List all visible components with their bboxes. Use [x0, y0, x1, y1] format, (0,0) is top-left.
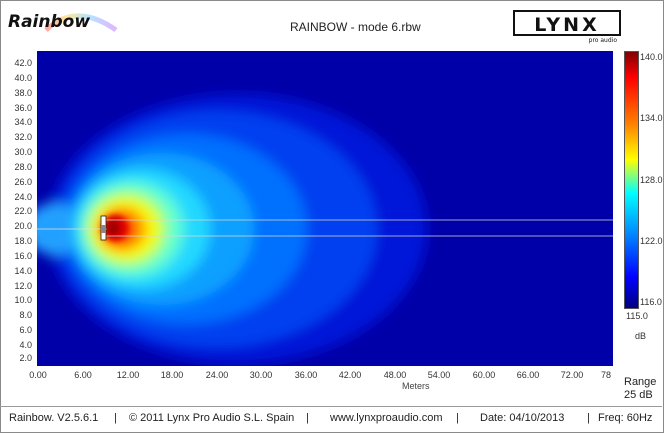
y-tick: 4.0	[19, 340, 32, 350]
x-tick: 0.00	[29, 370, 47, 380]
status-bar	[0, 406, 664, 433]
range-label: Range	[624, 376, 657, 388]
y-tick: 8.0	[19, 310, 32, 320]
y-tick: 10.0	[14, 295, 32, 305]
status-separator: |	[587, 412, 590, 424]
range-indicator: Range 25 dB	[624, 376, 656, 402]
y-tick: 26.0	[14, 177, 32, 187]
svg-text:LYNX: LYNX	[534, 14, 599, 36]
y-tick: 30.0	[14, 147, 32, 157]
y-tick: 38.0	[14, 88, 32, 98]
y-tick: 34.0	[14, 117, 32, 127]
y-tick: 20.0	[14, 221, 32, 231]
y-tick: 16.0	[14, 251, 32, 261]
x-tick: 48.00	[383, 370, 407, 380]
status-date: Date: 04/10/2013	[480, 412, 565, 424]
spl-heatmap[interactable]	[37, 51, 613, 366]
y-tick: 6.0	[19, 325, 32, 335]
status-frequency: Freq: 60Hz	[598, 412, 653, 424]
color-scale-unit: dB	[635, 331, 647, 341]
x-tick: 72.00	[560, 370, 584, 380]
color-scale-tick: 134.0	[640, 113, 663, 123]
x-tick: 12.00	[116, 370, 140, 380]
y-tick: 2.0	[19, 353, 32, 363]
y-tick: 36.0	[14, 103, 32, 113]
x-tick: 78	[600, 370, 611, 380]
x-tick: 60.00	[472, 370, 496, 380]
y-tick: 12.0	[14, 281, 32, 291]
rainbow-logo-icon: Rainbow	[8, 12, 118, 33]
status-version: Rainbow. V2.5.6.1	[9, 412, 99, 424]
color-scale-bar	[624, 51, 639, 309]
speaker-array-center	[101, 225, 106, 233]
x-tick: 54.00	[427, 370, 451, 380]
y-tick: 32.0	[14, 132, 32, 142]
x-tick: 30.00	[249, 370, 273, 380]
y-tick: 18.0	[14, 236, 32, 246]
document-title: RAINBOW - mode 6.rbw	[290, 20, 421, 34]
y-tick: 14.0	[14, 266, 32, 276]
status-separator: |	[306, 412, 309, 424]
status-website[interactable]: www.lynxproaudio.com	[330, 412, 443, 424]
x-tick: 18.00	[160, 370, 184, 380]
status-copyright: © 2011 Lynx Pro Audio S.L. Spain	[129, 412, 295, 424]
x-tick: 66.00	[516, 370, 540, 380]
status-separator: |	[114, 412, 117, 424]
x-tick: 36.00	[294, 370, 318, 380]
lynx-logo-icon: LYNX pro audio	[513, 10, 621, 44]
y-tick: 42.0	[14, 58, 32, 68]
color-scale-tick: 128.0	[640, 175, 663, 185]
svg-text:pro audio: pro audio	[589, 37, 618, 44]
x-tick: 6.00	[74, 370, 92, 380]
x-tick: 24.00	[205, 370, 229, 380]
range-value: 25 dB	[624, 389, 653, 401]
color-scale-tick: 122.0	[640, 236, 663, 246]
x-axis-label: Meters	[402, 381, 430, 391]
color-scale-min: 115.0	[626, 311, 648, 321]
y-tick: 24.0	[14, 192, 32, 202]
y-tick: 28.0	[14, 162, 32, 172]
y-tick: 22.0	[14, 206, 32, 216]
svg-text:Rainbow: Rainbow	[8, 12, 90, 32]
y-tick: 40.0	[14, 73, 32, 83]
color-scale-tick: 140.0	[640, 52, 663, 62]
color-scale-tick: 116.0	[640, 297, 662, 307]
x-tick: 42.00	[338, 370, 362, 380]
status-bar-divider	[0, 406, 662, 407]
status-separator: |	[456, 412, 459, 424]
